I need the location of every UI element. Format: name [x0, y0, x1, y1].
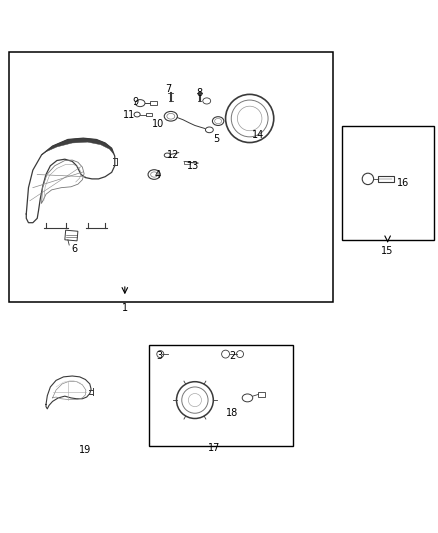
Bar — [258, 392, 265, 397]
Bar — [378, 176, 394, 182]
Text: 5: 5 — [214, 134, 220, 144]
Bar — [150, 101, 157, 105]
Text: 8: 8 — [196, 88, 202, 99]
Bar — [146, 113, 152, 116]
Text: 18: 18 — [226, 408, 238, 418]
Bar — [342, 126, 434, 240]
Bar — [149, 345, 293, 446]
Text: 12: 12 — [167, 150, 179, 160]
Text: 2: 2 — [229, 351, 235, 361]
Text: 9: 9 — [133, 97, 139, 107]
Text: 19: 19 — [79, 446, 92, 456]
Text: 1: 1 — [122, 303, 128, 313]
Text: 6: 6 — [71, 244, 78, 254]
Bar — [65, 230, 78, 241]
Polygon shape — [42, 138, 114, 155]
Text: 13: 13 — [187, 161, 199, 171]
Bar — [9, 52, 333, 302]
Text: 17: 17 — [208, 443, 221, 453]
Text: 15: 15 — [381, 246, 394, 256]
Text: 11: 11 — [123, 110, 135, 120]
Text: 4: 4 — [155, 169, 161, 180]
Text: 14: 14 — [252, 130, 265, 140]
Text: 10: 10 — [152, 119, 164, 129]
Text: 16: 16 — [397, 178, 409, 188]
Bar — [184, 160, 190, 164]
Text: 7: 7 — [166, 84, 172, 94]
Text: 3: 3 — [157, 351, 163, 361]
